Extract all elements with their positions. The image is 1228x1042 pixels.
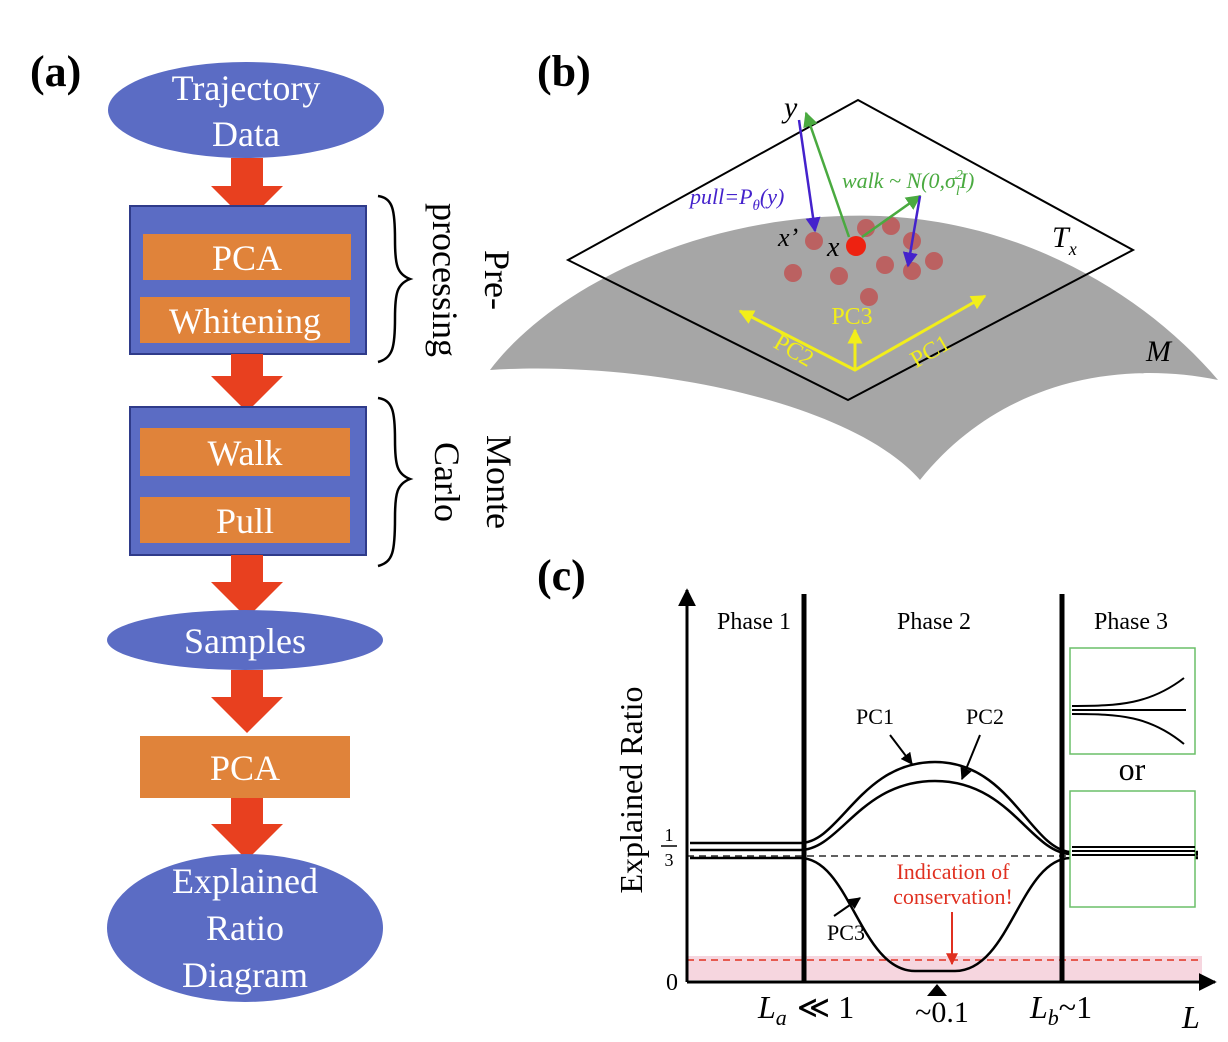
whitening-step-label: Whitening xyxy=(169,301,321,341)
pc3-pointer xyxy=(833,897,861,917)
preprocessing-label-line1: Pre- xyxy=(477,250,517,310)
pca-step-box xyxy=(143,234,351,280)
y-tick-third-num: 1 xyxy=(665,825,674,845)
end-node-line3: Diagram xyxy=(182,955,308,995)
manifold-label: M xyxy=(1145,335,1173,368)
pc3-axis-label: PC3 xyxy=(831,304,872,330)
flow-arrow-3 xyxy=(211,555,283,618)
preprocessing-label-line2: processing xyxy=(425,203,465,357)
panel-label-b: (b) xyxy=(537,47,591,96)
pc1-curve xyxy=(690,760,1198,854)
x-prime-label: x’ xyxy=(777,223,798,252)
x-tick-Lb: Lb~1 xyxy=(1029,989,1092,1030)
monte-carlo-label-line2: Carlo xyxy=(427,442,467,522)
x-tick-mid: ~0.1 xyxy=(915,996,969,1029)
inset-curve-upper xyxy=(1071,677,1185,707)
indication-label-line1: Indication of xyxy=(896,859,1010,884)
pca-step-label: PCA xyxy=(212,238,282,278)
pc3-curve-label: PC3 xyxy=(827,920,865,945)
phase3-label: Phase 3 xyxy=(1094,609,1168,635)
pull-label: pull=Pθ(y) xyxy=(688,184,784,214)
sample-point xyxy=(830,267,848,285)
end-node-line2: Ratio xyxy=(206,908,284,948)
inset-curve-lower xyxy=(1071,713,1185,745)
pull-arrow-right xyxy=(902,195,922,268)
phase2-label: Phase 2 xyxy=(897,609,971,635)
x-point-label: x xyxy=(826,232,840,263)
pc1-pointer xyxy=(889,734,913,765)
or-label: or xyxy=(1119,751,1146,787)
walk-step-box xyxy=(140,428,350,476)
pc2-curve-label: PC2 xyxy=(966,704,1004,729)
tangent-plane xyxy=(565,98,1136,402)
tangent-space-label: Tx xyxy=(1052,221,1077,259)
phase3-inset-flat xyxy=(1069,790,1196,908)
final-pca-box xyxy=(140,736,350,798)
panel-label-a: (a) xyxy=(30,47,81,96)
start-node-line2: Data xyxy=(212,114,280,154)
flow-arrow-4 xyxy=(211,670,283,733)
samples-label: Samples xyxy=(184,621,306,661)
sample-point xyxy=(882,217,900,235)
pc2-curve xyxy=(690,779,1198,856)
start-node-line1: Trajectory xyxy=(172,68,321,108)
sample-point xyxy=(903,262,921,280)
start-node-ellipse xyxy=(108,62,384,158)
y-axis-label: Explained Ratio xyxy=(613,686,649,893)
y-tick-zero: 0 xyxy=(666,970,678,996)
phase-diagram-panel: (c) Explained Ratio L Phase 1 Phase 2 Ph… xyxy=(537,551,1217,1035)
x-axis-label: L xyxy=(1181,999,1200,1035)
monte-carlo-brace xyxy=(377,396,414,568)
sample-point xyxy=(784,264,802,282)
pull-step-label: Pull xyxy=(216,501,274,541)
walk-arrow-right xyxy=(861,194,922,239)
y-tick-third-den: 3 xyxy=(665,850,674,870)
sample-point xyxy=(876,256,894,274)
y-point-label: y xyxy=(781,91,798,124)
preprocessing-brace xyxy=(377,194,414,364)
panel-label-c: (c) xyxy=(537,551,586,600)
sample-point xyxy=(805,232,823,250)
walk-label: walk ~ N(0,σ2 lI) xyxy=(842,168,974,199)
sample-point xyxy=(925,252,943,270)
end-node-line1: Explained xyxy=(172,861,318,901)
walk-arrow-to-y xyxy=(803,111,851,238)
indication-label-line2: conservation! xyxy=(893,884,1013,909)
pc1-curve-label: PC1 xyxy=(856,704,894,729)
x-tick-mid-marker xyxy=(927,984,947,996)
pc3-curve xyxy=(690,856,1198,973)
flow-arrow-5 xyxy=(211,798,283,860)
pull-arrow-left xyxy=(797,119,821,233)
monte-carlo-label-line1: Monte xyxy=(479,435,519,529)
end-node-ellipse xyxy=(107,854,383,1002)
flow-arrow-2 xyxy=(211,354,283,412)
whitening-step-box xyxy=(140,297,350,343)
walk-step-label: Walk xyxy=(207,433,282,473)
x-tick-La: La ≪ 1 xyxy=(757,989,854,1030)
final-pca-label: PCA xyxy=(210,748,280,788)
flow-arrow-1 xyxy=(211,158,283,222)
pull-step-box xyxy=(140,497,350,543)
manifold-panel: (b) y x x’ pull=Pθ(y) walk ~ N(0,σ2 lI) T… xyxy=(490,47,1218,480)
pc2-pointer xyxy=(960,734,981,781)
phase1-label: Phase 1 xyxy=(717,609,791,635)
flowchart-panel: (a) Trajectory Data PCA Whitening Pre- p… xyxy=(30,47,519,1002)
current-point-x xyxy=(846,236,866,256)
samples-ellipse xyxy=(107,610,383,670)
